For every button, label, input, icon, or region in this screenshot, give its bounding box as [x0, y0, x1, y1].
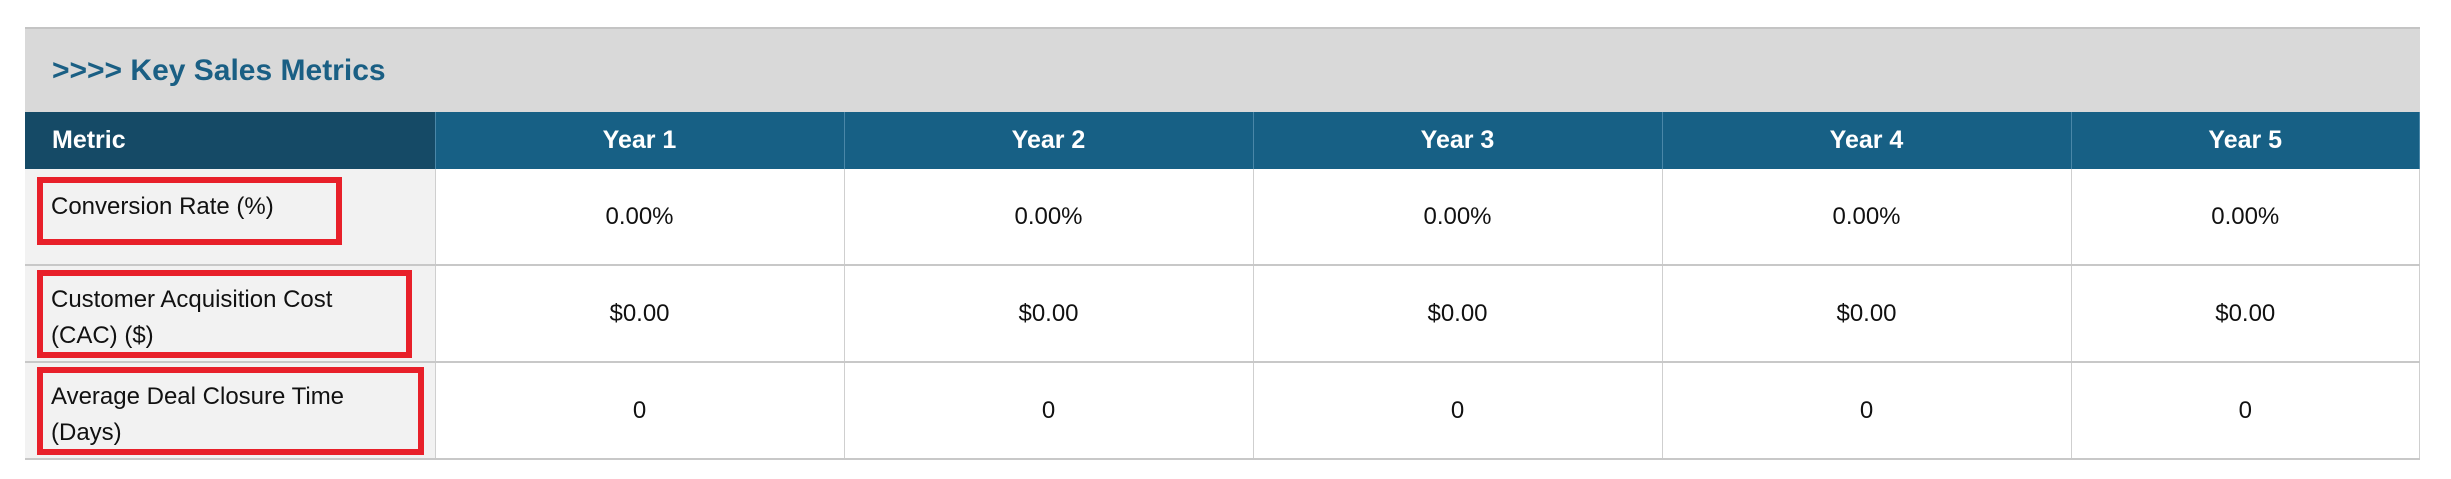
value-cell[interactable]: 0.00% [2071, 169, 2420, 266]
value-cell[interactable]: 0 [844, 362, 1254, 460]
highlighted-metric-label: Average Deal Closure Time (Days) [37, 367, 424, 455]
value-cell[interactable]: 0.00% [435, 169, 845, 266]
value-cell[interactable]: 0 [1253, 362, 1663, 460]
header-row: Metric Year 1 Year 2 Year 3 Year 4 Year … [25, 112, 2420, 169]
metric-cell[interactable]: Average Deal Closure Time (Days) [25, 362, 436, 460]
column-header-year-2[interactable]: Year 2 [844, 112, 1254, 169]
metrics-table: Metric Year 1 Year 2 Year 3 Year 4 Year … [25, 112, 2420, 460]
metric-cell[interactable]: Customer Acquisition Cost (CAC) ($) [25, 265, 436, 363]
section-title-bar: >>>> Key Sales Metrics [25, 27, 2420, 112]
value-cell[interactable]: $0.00 [2071, 265, 2420, 363]
column-header-metric[interactable]: Metric [25, 112, 436, 169]
column-header-year-1[interactable]: Year 1 [435, 112, 845, 169]
highlighted-metric-label: Customer Acquisition Cost (CAC) ($) [37, 270, 412, 358]
table-row: Average Deal Closure Time (Days) 0 0 0 0… [25, 362, 2420, 460]
key-sales-metrics-section: >>>> Key Sales Metrics Metric Year 1 Yea… [25, 27, 2420, 460]
value-cell[interactable]: 0 [1662, 362, 2072, 460]
value-cell[interactable]: $0.00 [1662, 265, 2072, 363]
value-cell[interactable]: $0.00 [844, 265, 1254, 363]
value-cell[interactable]: 0.00% [1253, 169, 1663, 266]
highlighted-metric-label: Conversion Rate (%) [37, 177, 342, 245]
metric-cell[interactable]: Conversion Rate (%) [25, 169, 436, 266]
table-row: Customer Acquisition Cost (CAC) ($) $0.0… [25, 265, 2420, 363]
table-row: Conversion Rate (%) 0.00% 0.00% 0.00% 0.… [25, 169, 2420, 266]
value-cell[interactable]: $0.00 [1253, 265, 1663, 363]
value-cell[interactable]: $0.00 [435, 265, 845, 363]
value-cell[interactable]: 0.00% [1662, 169, 2072, 266]
column-header-year-3[interactable]: Year 3 [1253, 112, 1663, 169]
column-header-year-4[interactable]: Year 4 [1662, 112, 2072, 169]
column-header-year-5[interactable]: Year 5 [2071, 112, 2420, 169]
value-cell[interactable]: 0 [435, 362, 845, 460]
section-title: >>>> Key Sales Metrics [52, 53, 386, 87]
value-cell[interactable]: 0 [2071, 362, 2420, 460]
value-cell[interactable]: 0.00% [844, 169, 1254, 266]
